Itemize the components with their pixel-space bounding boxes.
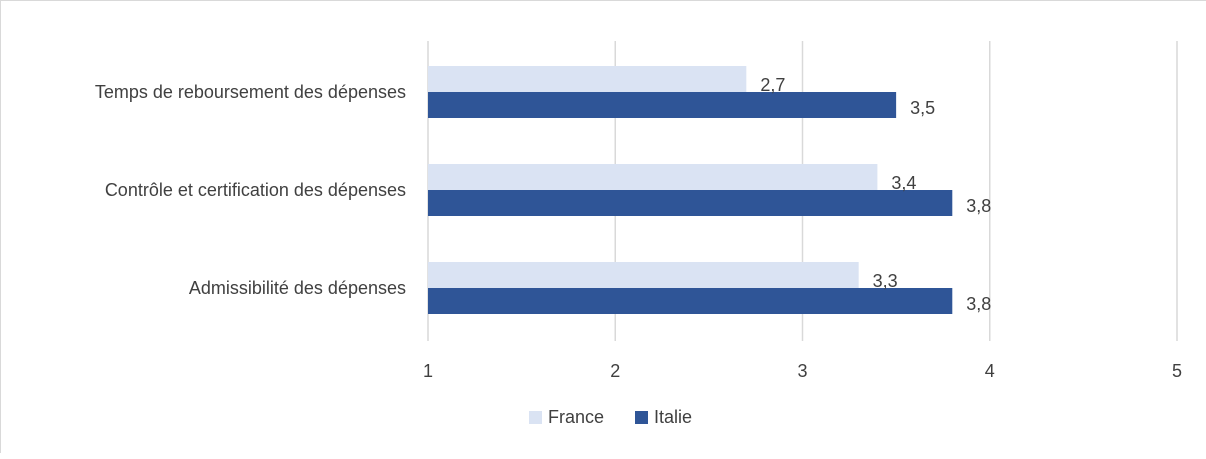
category-label: Admissibilité des dépenses <box>189 278 406 298</box>
x-tick-labels: 1 2 3 4 5 <box>423 361 1182 381</box>
x-tick-label: 3 <box>797 361 807 381</box>
bar-france-1 <box>428 164 878 190</box>
bar-italie-2 <box>428 288 953 314</box>
data-label: 3,5 <box>910 98 935 118</box>
legend-label-italie[interactable]: Italie <box>654 407 692 427</box>
x-tick-label: 5 <box>1172 361 1182 381</box>
legend-swatch-italie <box>635 411 648 424</box>
data-label: 3,8 <box>966 196 991 216</box>
data-labels: 2,7 3,5 3,4 3,8 3,3 3,8 <box>760 75 991 314</box>
bar-italie-0 <box>428 92 897 118</box>
x-tick-label: 4 <box>985 361 995 381</box>
data-label: 3,3 <box>873 271 898 291</box>
bars <box>428 66 953 314</box>
bar-italie-1 <box>428 190 953 216</box>
legend-swatch-france <box>529 411 542 424</box>
legend[interactable]: France Italie <box>529 407 692 427</box>
category-label: Temps de reboursement des dépenses <box>95 82 406 102</box>
bar-france-2 <box>428 262 859 288</box>
data-label: 2,7 <box>760 75 785 95</box>
x-tick-label: 1 <box>423 361 433 381</box>
category-labels: Temps de reboursement des dépenses Contrô… <box>95 82 406 298</box>
bar-france-0 <box>428 66 747 92</box>
data-label: 3,4 <box>891 173 916 193</box>
data-label: 3,8 <box>966 294 991 314</box>
x-tick-label: 2 <box>610 361 620 381</box>
category-label: Contrôle et certification des dépenses <box>105 180 406 200</box>
legend-label-france[interactable]: France <box>548 407 604 427</box>
